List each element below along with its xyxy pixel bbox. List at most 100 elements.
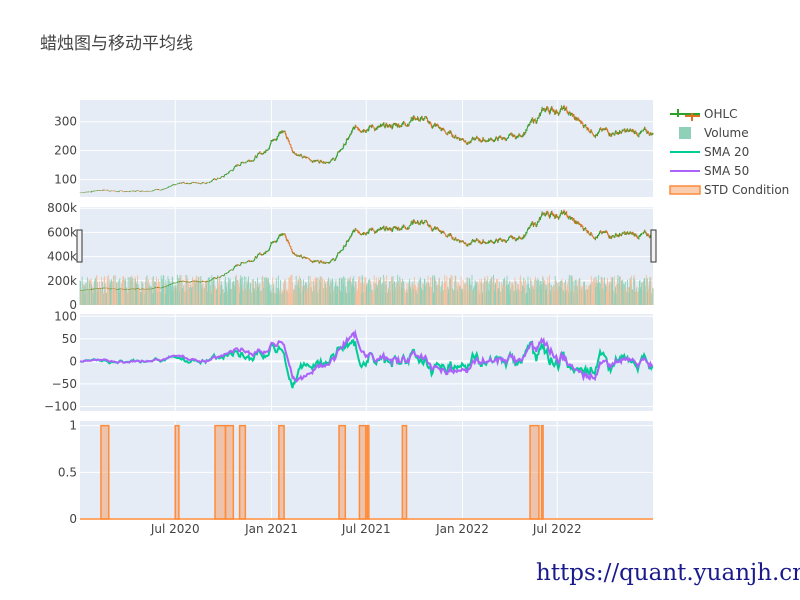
x-tick-label: Jan 2022: [435, 522, 489, 536]
volume-bar: [479, 282, 481, 305]
volume-bar: [592, 278, 594, 305]
volume-bar: [261, 277, 263, 305]
volume-bar: [161, 279, 163, 305]
volume-bar: [156, 276, 157, 305]
volume-bar: [456, 290, 458, 305]
volume-bar: [539, 285, 541, 305]
volume-bar: [599, 282, 601, 305]
volume-bar: [183, 285, 185, 305]
volume-bar: [471, 274, 473, 305]
volume-bar: [269, 292, 271, 305]
volume-bar: [104, 276, 106, 305]
volume-bar: [177, 286, 179, 305]
range-handle-left[interactable]: [76, 229, 83, 263]
volume-bar: [362, 277, 364, 305]
volume-bar: [463, 290, 465, 305]
volume-bar: [419, 284, 421, 305]
volume-bar: [365, 276, 367, 305]
volume-bar: [418, 280, 420, 305]
volume-bar: [602, 289, 604, 305]
volume-bar: [241, 276, 243, 305]
volume-bar: [340, 290, 342, 305]
volume-bar: [226, 293, 228, 305]
volume-bar: [361, 293, 363, 305]
volume-bar: [311, 280, 313, 305]
volume-bar: [320, 276, 322, 305]
volume-bar: [222, 289, 224, 305]
legend-item[interactable]: OHLC: [670, 107, 738, 121]
legend-item[interactable]: STD Condition: [669, 183, 789, 197]
volume-bar: [206, 279, 208, 305]
volume-bar: [555, 281, 557, 305]
volume-bar: [282, 290, 284, 305]
volume-bar: [601, 287, 603, 305]
volume-bar: [237, 279, 239, 305]
legend-item[interactable]: SMA 50: [670, 164, 749, 178]
volume-bar: [255, 284, 257, 305]
volume-bar: [626, 292, 628, 305]
watermark-url[interactable]: https://quant.yuanjh.cn: [536, 560, 800, 586]
volume-bar: [407, 288, 409, 305]
volume-bar: [512, 285, 514, 305]
volume-bar: [531, 292, 533, 305]
volume-bar: [563, 282, 565, 305]
volume-bar: [492, 274, 494, 305]
volume-bar: [460, 286, 461, 305]
volume-bar: [531, 286, 533, 305]
volume-bar: [92, 293, 94, 305]
volume-bar: [232, 282, 234, 305]
volume-bar: [485, 293, 487, 305]
volume-bar: [169, 293, 170, 305]
volume-bar: [343, 289, 345, 305]
volume-bar: [447, 286, 449, 305]
volume-bar: [195, 276, 197, 305]
volume-bar: [319, 279, 321, 305]
volume-bar: [246, 282, 248, 305]
volume-bar: [306, 283, 308, 305]
volume-bar: [330, 293, 332, 305]
volume-bar: [544, 284, 546, 305]
volume-bar: [519, 289, 521, 305]
legend: OHLC Volume SMA 20 SMA 50 STD Condition: [669, 107, 789, 197]
y-tick-label: 100: [54, 309, 77, 323]
volume-bar: [275, 278, 277, 305]
legend-item[interactable]: SMA 20: [670, 145, 749, 159]
volume-bar: [482, 294, 484, 305]
volume-bar: [131, 277, 133, 305]
volume-bar: [426, 282, 428, 305]
volume-bar: [400, 290, 402, 305]
volume-bar: [367, 283, 369, 305]
volume-bar: [564, 282, 566, 305]
volume-bar: [501, 291, 503, 305]
volume-bar: [503, 277, 505, 305]
volume-bar: [401, 278, 403, 305]
volume-bar: [648, 285, 650, 305]
volume-bar: [599, 283, 601, 305]
volume-bar: [569, 291, 571, 305]
volume-bar: [576, 284, 578, 305]
volume-bar: [319, 276, 321, 305]
volume-bar: [623, 283, 625, 305]
volume-bar: [514, 277, 516, 305]
volume-bar: [514, 283, 516, 305]
volume-bar: [219, 276, 221, 305]
volume-bar: [145, 281, 146, 305]
volume-bar: [85, 282, 87, 305]
y-axes: 1002003000200k400k600k800k−100−500501000…: [44, 115, 77, 526]
volume-bar: [347, 278, 348, 305]
range-handle-right[interactable]: [650, 229, 657, 263]
volume-bar: [458, 290, 460, 305]
volume-bar: [375, 277, 377, 305]
volume-bar: [166, 287, 168, 305]
volume-bar: [535, 286, 537, 305]
std-condition-block: [338, 424, 347, 520]
volume-bar: [91, 292, 93, 305]
volume-bar: [547, 293, 549, 305]
volume-bar: [92, 286, 94, 305]
volume-bar: [215, 289, 217, 305]
volume-bar: [300, 280, 302, 305]
volume-bar: [287, 289, 289, 305]
volume-bar: [80, 290, 82, 305]
legend-item[interactable]: Volume: [679, 126, 749, 140]
volume-bar: [474, 280, 476, 305]
